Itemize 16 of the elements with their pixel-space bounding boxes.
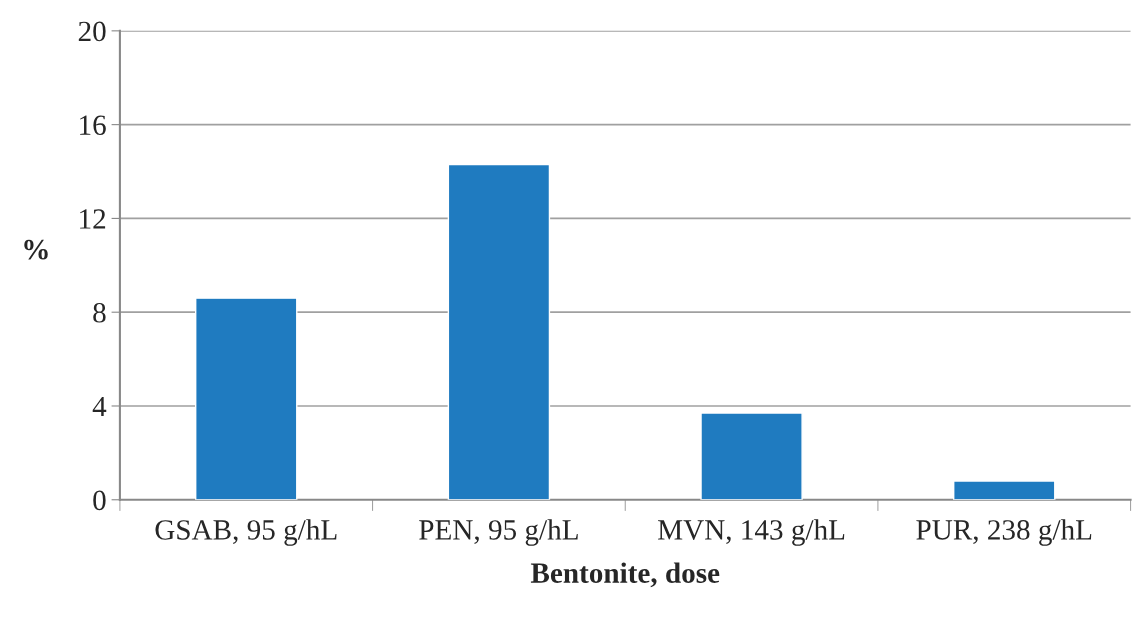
x-axis-title: Bentonite, dose: [530, 562, 720, 588]
x-tick-label: MVN, 143 g/hL: [658, 519, 845, 546]
bar: [447, 163, 551, 500]
y-tick-label: 0: [93, 490, 106, 511]
y-axis-title: %: [24, 239, 48, 260]
y-tick-label: 16: [80, 115, 106, 136]
x-tick-label: PEN, 95 g/hL: [419, 519, 578, 546]
y-tick-label: 8: [93, 302, 106, 323]
y-tick-label: 12: [80, 209, 106, 229]
y-tick-label: 4: [92, 396, 107, 417]
y-tick-label: 20: [78, 21, 106, 42]
x-tick-label: PUR, 238 g/hL: [916, 519, 1092, 546]
bar: [953, 480, 1056, 500]
x-tick-label: GSAB, 95 g/hL: [155, 519, 337, 546]
bar: [700, 412, 803, 500]
bar: [195, 297, 298, 500]
